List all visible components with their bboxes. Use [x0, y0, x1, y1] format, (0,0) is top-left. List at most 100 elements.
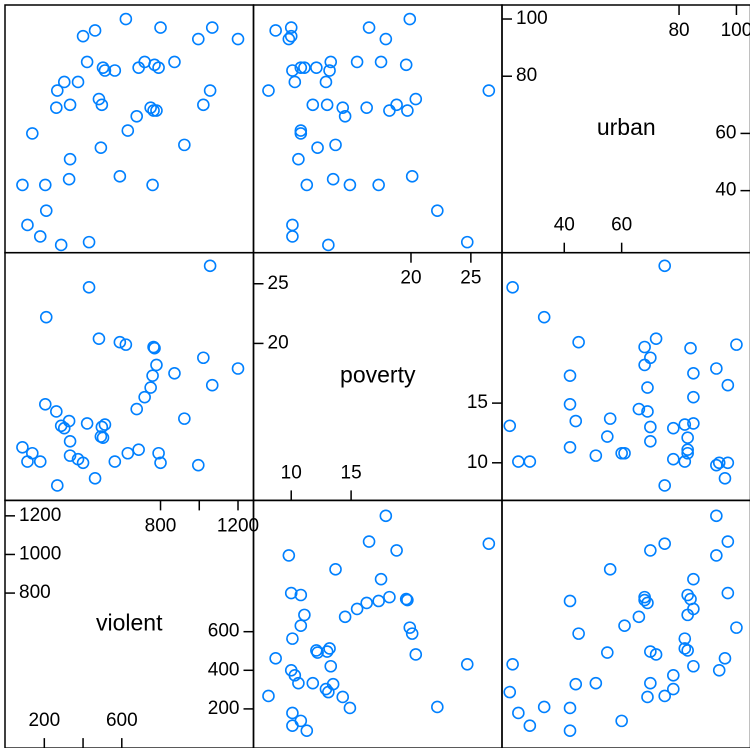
data-point — [62, 414, 76, 428]
data-point — [50, 405, 63, 418]
data-point — [678, 455, 692, 468]
data-point — [687, 390, 700, 404]
data-point — [372, 594, 385, 608]
data-point — [54, 238, 68, 252]
data-point — [324, 659, 338, 673]
panel — [501, 251, 750, 502]
data-point — [329, 563, 342, 576]
data-point — [323, 642, 336, 655]
data-point — [362, 535, 376, 548]
data-point — [405, 170, 419, 183]
data-point — [644, 351, 657, 365]
data-point — [721, 586, 735, 600]
data-point — [306, 98, 320, 112]
data-point — [603, 563, 617, 576]
data-point — [506, 658, 519, 671]
tick-label: 1200 — [19, 505, 61, 526]
data-point — [687, 366, 700, 380]
tick-label: 80 — [668, 20, 689, 41]
tick-label: 40 — [554, 215, 575, 236]
tick-label: 20 — [400, 268, 421, 289]
data-point — [503, 685, 517, 699]
data-point — [150, 358, 163, 372]
tick-label: 10 — [281, 462, 302, 483]
data-point — [681, 588, 694, 602]
data-point — [62, 172, 76, 186]
data-point — [523, 455, 537, 468]
data-point — [482, 537, 496, 550]
data-point — [506, 281, 519, 294]
data-point — [203, 84, 217, 97]
panel — [252, 499, 503, 748]
data-point — [618, 619, 631, 632]
data-point — [403, 12, 417, 26]
data-point — [681, 446, 694, 460]
data-point — [601, 430, 614, 443]
tick-label: 25 — [460, 268, 481, 289]
data-point — [33, 230, 47, 243]
data-point — [269, 652, 282, 665]
data-point — [329, 138, 342, 152]
data-point — [132, 443, 145, 456]
data-point — [667, 421, 680, 435]
data-point — [401, 593, 414, 607]
data-point — [641, 690, 654, 704]
data-point — [191, 458, 205, 472]
tick-label: 400 — [208, 659, 240, 680]
data-point — [681, 443, 694, 456]
data-point — [197, 98, 210, 112]
tick-label: 1000 — [19, 543, 61, 564]
panel: poverty 10 10 15 15 20 20 25 25 — [252, 251, 503, 502]
data-point — [537, 310, 551, 324]
tick-label: 100 — [516, 8, 548, 29]
data-point — [644, 544, 657, 557]
panel-border — [252, 499, 503, 748]
data-point — [150, 104, 163, 117]
data-point — [460, 235, 474, 249]
variable-name: poverty — [340, 362, 416, 388]
tick-label: 60 — [611, 215, 632, 236]
data-point — [360, 101, 373, 114]
data-point — [681, 644, 694, 657]
data-point — [21, 455, 34, 468]
data-point — [288, 75, 302, 89]
data-point — [644, 676, 657, 690]
data-point — [379, 509, 393, 523]
data-point — [98, 418, 112, 431]
data-point — [21, 218, 34, 232]
tick-label: 100 — [721, 20, 750, 41]
data-point — [113, 170, 127, 183]
data-point — [658, 537, 672, 550]
data-point — [641, 381, 654, 394]
data-point — [383, 104, 396, 117]
data-point — [403, 621, 417, 634]
data-point — [98, 64, 112, 77]
panel-border — [501, 499, 750, 748]
data-point — [512, 706, 525, 720]
data-point — [80, 55, 94, 69]
data-point — [687, 572, 700, 586]
data-point — [168, 55, 181, 69]
data-point — [563, 440, 577, 454]
data-point — [667, 669, 680, 682]
data-point — [730, 338, 743, 351]
data-point — [667, 682, 680, 696]
data-point — [152, 61, 165, 74]
data-point — [76, 456, 90, 470]
data-point — [310, 61, 323, 74]
data-point — [601, 646, 614, 659]
data-point — [286, 706, 299, 720]
data-point — [718, 472, 732, 485]
data-point — [431, 204, 444, 217]
data-point — [641, 405, 654, 418]
data-point — [638, 358, 651, 372]
data-point — [39, 204, 53, 217]
data-point — [336, 101, 350, 114]
data-point — [374, 55, 388, 69]
data-point — [71, 75, 85, 89]
data-point — [730, 621, 743, 634]
data-point — [390, 98, 403, 112]
data-point — [294, 714, 308, 728]
data-point — [119, 12, 133, 26]
data-point — [50, 84, 64, 97]
